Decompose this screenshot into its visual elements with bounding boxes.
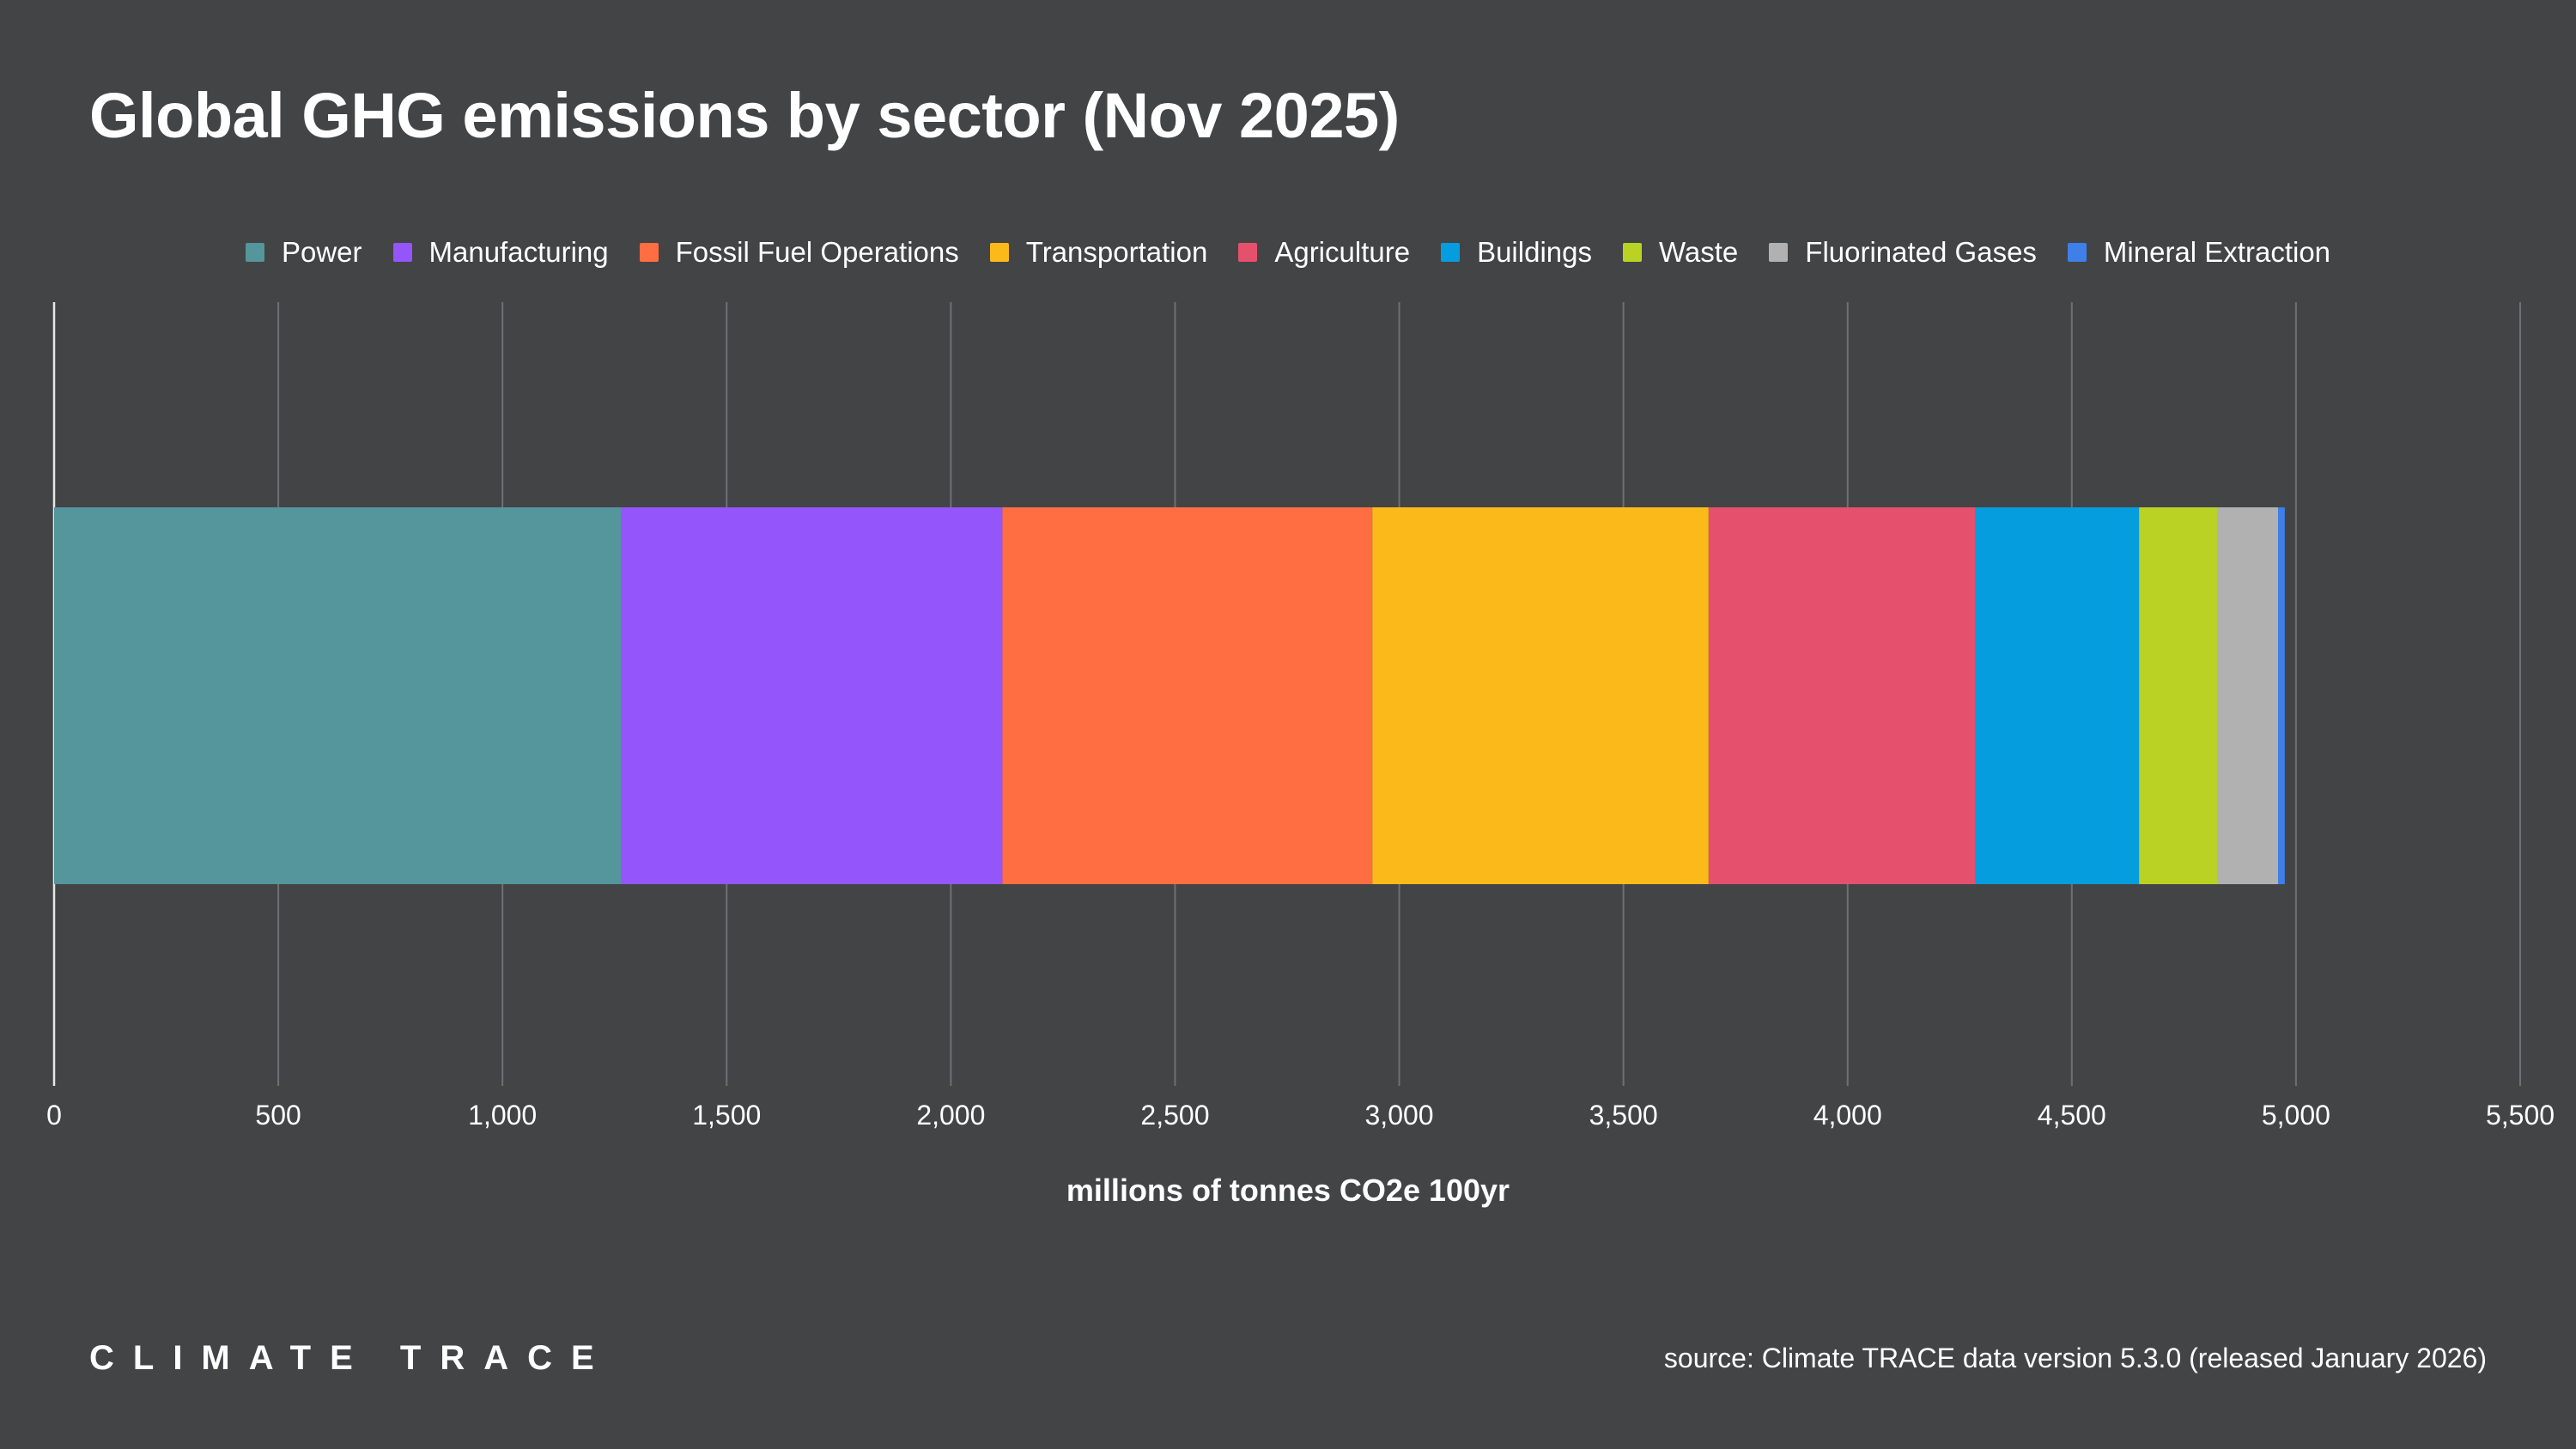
bar-segment-mineral-extraction[interactable] [2278,507,2285,884]
legend-swatch [1238,243,1258,262]
legend-item-agriculture[interactable]: Agriculture [1238,236,1410,269]
legend-item-waste[interactable]: Waste [1622,236,1739,269]
legend-item-manufacturing[interactable]: Manufacturing [392,236,609,269]
legend-swatch [989,243,1009,262]
legend-label: Mineral Extraction [2103,236,2331,268]
legend-swatch [1622,243,1642,262]
legend-swatch [1769,243,1789,262]
bar-segment-fluorinated-gases[interactable] [2217,507,2279,884]
bar-segment-buildings[interactable] [1975,507,2140,884]
legend-item-fossil-fuel-operations[interactable]: Fossil Fuel Operations [639,236,959,269]
bar-segment-manufacturing[interactable] [621,507,1003,884]
legend-swatch [245,243,264,262]
bar-segment-agriculture[interactable] [1708,507,1976,884]
x-tick-label: 4,000 [1814,1100,1882,1131]
x-tick-label: 1,500 [692,1100,761,1131]
legend-label: Fluorinated Gases [1805,236,2037,268]
bar-segment-fossil-fuel-operations[interactable] [1002,507,1373,884]
x-tick-label: 3,500 [1589,1100,1658,1131]
legend-swatch [1441,243,1461,262]
chart-title: Global GHG emissions by sector (Nov 2025… [89,80,1400,151]
x-tick-label: 4,500 [2038,1100,2106,1131]
x-axis-title: millions of tonnes CO2e 100yr [1066,1173,1510,1208]
legend-label: Agriculture [1274,236,1411,268]
legend-swatch [2067,243,2087,262]
bar-segment-power[interactable] [54,507,622,884]
bar-segment-waste[interactable] [2139,507,2218,884]
legend-label: Transportation [1025,236,1208,268]
legend-item-buildings[interactable]: Buildings [1441,236,1592,269]
legend-item-mineral-extraction[interactable]: Mineral Extraction [2067,236,2331,269]
legend-label: Waste [1658,236,1739,268]
x-tick-label: 2,000 [916,1100,985,1131]
x-tick-label: 500 [255,1100,301,1131]
x-tick-label: 2,500 [1140,1100,1209,1131]
legend-label: Power [281,236,362,268]
bar-segment-transportation[interactable] [1372,507,1709,884]
legend-item-transportation[interactable]: Transportation [989,236,1208,269]
legend-label: Buildings [1477,236,1592,268]
legend-swatch [392,243,412,262]
legend-swatch [639,243,659,262]
x-tick-label: 3,000 [1365,1100,1434,1131]
x-tick-label: 1,000 [468,1100,537,1131]
legend-label: Fossil Fuel Operations [675,236,959,268]
legend-item-power[interactable]: Power [245,236,362,269]
x-tick-label: 0 [46,1100,62,1131]
x-tick-label: 5,000 [2262,1100,2330,1131]
chart-legend: Power Manufacturing Fossil Fuel Operations… [0,233,2576,271]
climate-trace-logo: CLIMATE TRACE [89,1339,613,1377]
source-note: source: Climate TRACE data version 5.3.0… [1663,1343,2487,1373]
x-tick-label: 5,500 [2486,1100,2555,1131]
legend-item-fluorinated-gases[interactable]: Fluorinated Gases [1769,236,2037,269]
legend-label: Manufacturing [428,236,609,268]
